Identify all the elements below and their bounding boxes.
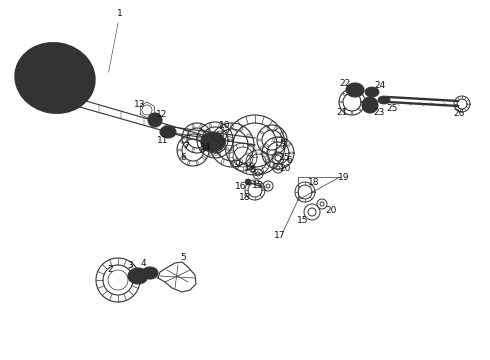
Text: 15: 15 — [297, 216, 309, 225]
Text: 9: 9 — [234, 159, 240, 168]
Text: 11: 11 — [157, 135, 169, 144]
Text: 4: 4 — [140, 258, 146, 267]
Text: 15: 15 — [252, 180, 264, 189]
Text: 7: 7 — [183, 141, 189, 150]
Text: 8: 8 — [249, 165, 255, 174]
Ellipse shape — [346, 83, 364, 97]
Text: 3: 3 — [127, 261, 133, 270]
Ellipse shape — [15, 43, 95, 113]
Text: 17: 17 — [274, 231, 286, 240]
Text: 15: 15 — [279, 153, 291, 162]
Text: 20: 20 — [279, 163, 291, 172]
Text: 18: 18 — [239, 193, 251, 202]
Circle shape — [148, 113, 162, 127]
Circle shape — [245, 179, 251, 185]
Text: 13: 13 — [134, 99, 146, 108]
Text: 12: 12 — [156, 109, 168, 118]
Circle shape — [362, 97, 378, 113]
Text: 24: 24 — [374, 81, 386, 90]
Text: 21: 21 — [336, 108, 348, 117]
Text: 20: 20 — [325, 206, 337, 215]
Ellipse shape — [142, 267, 158, 279]
Text: 19: 19 — [338, 172, 350, 181]
Ellipse shape — [378, 96, 390, 104]
Text: 5: 5 — [180, 252, 186, 261]
Text: 22: 22 — [340, 78, 351, 87]
Text: 19: 19 — [244, 162, 256, 171]
Text: 23: 23 — [373, 108, 385, 117]
Text: 6: 6 — [286, 156, 292, 165]
Text: 16: 16 — [235, 181, 247, 190]
Ellipse shape — [201, 132, 225, 152]
Text: 14: 14 — [200, 143, 212, 152]
Text: 25: 25 — [386, 104, 398, 112]
Text: 6: 6 — [180, 153, 186, 162]
Text: 7: 7 — [280, 140, 286, 149]
Text: 26: 26 — [453, 108, 465, 117]
Ellipse shape — [160, 126, 176, 138]
Ellipse shape — [365, 87, 379, 97]
Text: 1: 1 — [108, 9, 123, 72]
Text: 2: 2 — [107, 265, 113, 274]
Ellipse shape — [128, 268, 148, 284]
Text: 10: 10 — [219, 121, 231, 135]
Text: 18: 18 — [308, 177, 320, 186]
